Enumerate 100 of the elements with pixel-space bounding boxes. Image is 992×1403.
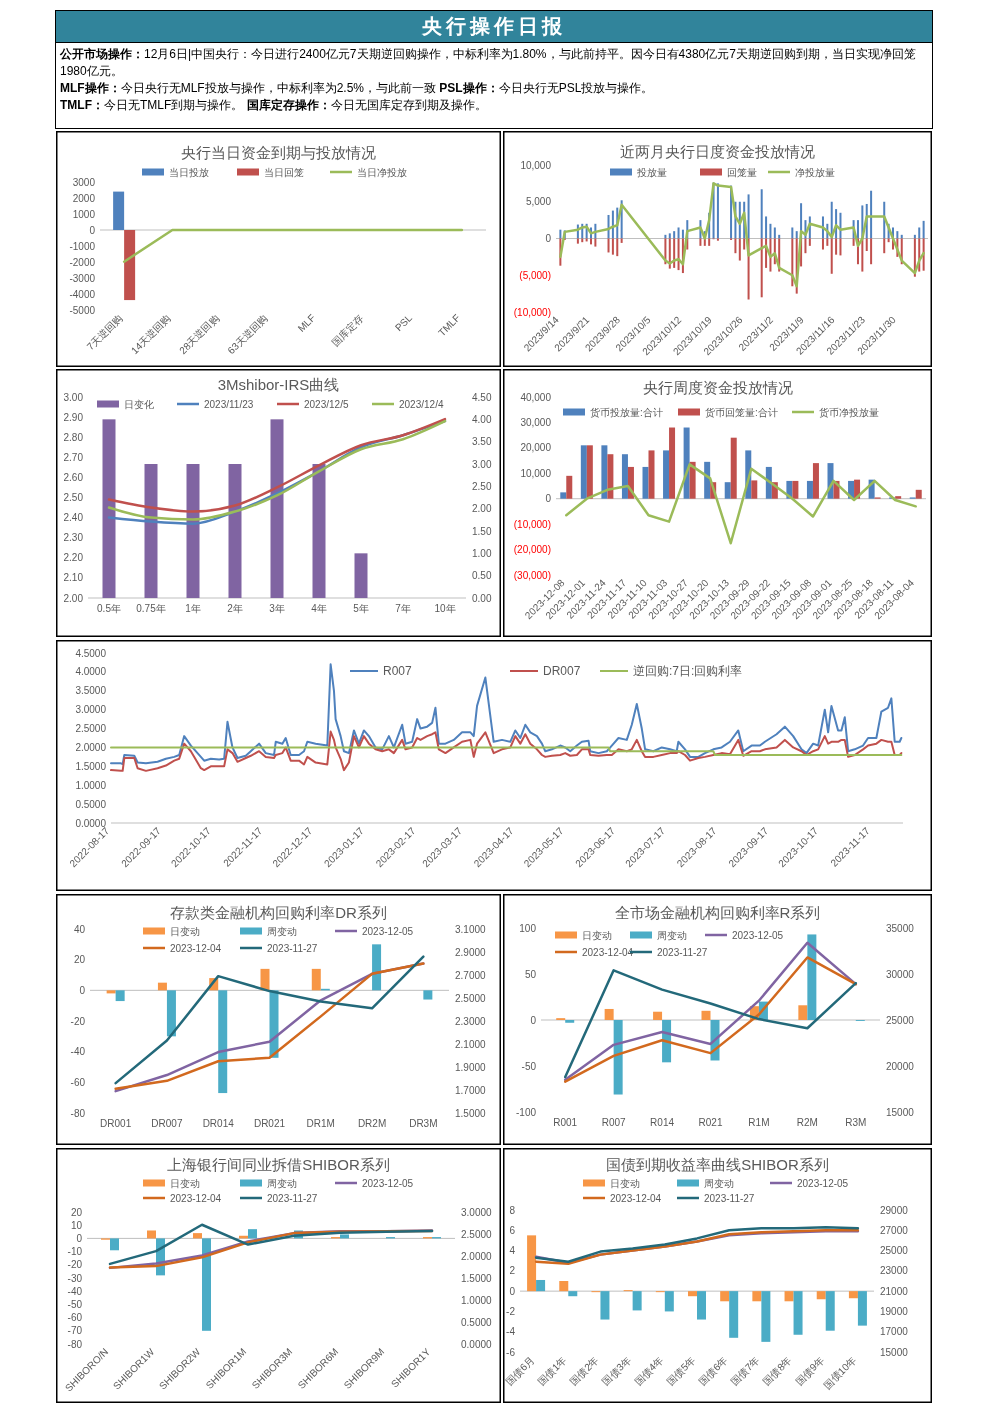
y-tick-label: 30,000 bbox=[520, 416, 552, 428]
y2-tick-label: 3.50 bbox=[472, 436, 492, 448]
y-tick-label: -30 bbox=[67, 1272, 83, 1284]
y-tick-label: 1.5000 bbox=[75, 760, 107, 772]
y-tick-label: 0 bbox=[76, 1232, 83, 1244]
y2-tick-label: 3.0000 bbox=[461, 1206, 493, 1218]
legend-label: 日变动 bbox=[170, 925, 200, 937]
y-tick-label: 8 bbox=[509, 1204, 516, 1216]
y-tick-label: (10,000) bbox=[513, 518, 551, 530]
y2-tick-label: 0.0000 bbox=[461, 1338, 493, 1350]
y-tick-label: 50 bbox=[524, 968, 537, 980]
y-tick-label: (10,000) bbox=[513, 306, 551, 318]
chart-title: 上海银行间同业拆借SHIBOR系列 bbox=[167, 1156, 390, 1174]
y-tick-label: 20 bbox=[73, 954, 86, 966]
legend-label: 2023/12/4 bbox=[399, 398, 444, 410]
legend-label: 2023-11-27 bbox=[267, 1192, 318, 1204]
legend-label: 2023-11-27 bbox=[657, 946, 708, 958]
legend-label: 净投放量 bbox=[795, 166, 835, 178]
y-tick-label: 40 bbox=[73, 923, 86, 935]
x-tick-label: 国债2年 bbox=[567, 1354, 601, 1388]
y-tick-label: -1000 bbox=[69, 240, 96, 252]
x-tick-label: DR001 bbox=[100, 1118, 132, 1129]
legend-label: 2023-12-04 bbox=[610, 1192, 662, 1204]
y-tick-label: 100 bbox=[519, 922, 537, 934]
legend-label: 逆回购:7日:回购利率 bbox=[633, 664, 743, 679]
y-tick-label: -20 bbox=[67, 1259, 83, 1271]
y2-tick-label: 1.50 bbox=[472, 525, 492, 537]
chart-title: 全市场金融机构回购利率R系列 bbox=[614, 904, 821, 922]
y2-tick-label: 2.5000 bbox=[461, 1228, 493, 1240]
y-tick-label: 0 bbox=[509, 1285, 516, 1297]
y-tick-label: -2000 bbox=[69, 256, 96, 268]
legend-label: 2023-12-04 bbox=[170, 1192, 222, 1204]
y-tick-label: -60 bbox=[67, 1312, 83, 1324]
y2-tick-label: 1.00 bbox=[472, 547, 492, 559]
x-tick-label: 国债5年 bbox=[664, 1354, 698, 1388]
y2-tick-label: 2.0000 bbox=[461, 1250, 493, 1262]
text: 公开市场操作：12月6日|中国央行：今日进行2400亿元7天期逆回购操作，中标利率为1.80%，与此前持平。因今日有4380亿元7天期逆回购到期，当日实现净回笼1980亿元。 bbox=[60, 47, 916, 78]
y2-tick-label: 19000 bbox=[880, 1305, 909, 1317]
legend-label: 周变动 bbox=[267, 925, 297, 937]
y-tick-label: 3000 bbox=[72, 176, 96, 188]
x-tick-label: R2M bbox=[796, 1117, 818, 1128]
legend-label: 日变动 bbox=[610, 1177, 640, 1189]
y-tick-label: 2.00 bbox=[63, 592, 84, 604]
x-tick-label: R1M bbox=[748, 1117, 770, 1128]
y-tick-label: 10 bbox=[70, 1219, 83, 1231]
chart-title: 存款类金融机构回购利率DR系列 bbox=[170, 904, 387, 922]
y-tick-label: 40,000 bbox=[520, 391, 552, 403]
x-tick-label: R007 bbox=[601, 1117, 627, 1128]
x-tick-label: DR2M bbox=[357, 1118, 387, 1129]
y-tick-label: 0 bbox=[545, 233, 552, 244]
x-tick-label: 10年 bbox=[434, 603, 456, 614]
x-tick-label: R014 bbox=[650, 1117, 675, 1128]
y-tick-label: 2.5000 bbox=[75, 723, 107, 735]
y-tick-label: (5,000) bbox=[519, 269, 551, 281]
legend-label: 2023-12-04 bbox=[582, 946, 634, 958]
x-tick-label: 0.75年 bbox=[136, 603, 166, 614]
legend-label: 2023-11-27 bbox=[267, 942, 318, 954]
x-tick-label: DR021 bbox=[253, 1118, 286, 1129]
legend-label: 2023-12-04 bbox=[170, 942, 222, 954]
legend-label: 周变动 bbox=[657, 929, 687, 941]
y2-tick-label: 0.50 bbox=[472, 570, 492, 582]
legend-label: 2023-12-05 bbox=[362, 925, 414, 937]
x-tick-label: 63天逆回购 bbox=[225, 312, 270, 357]
chart-title: 央行当日资金到期与投放情况 bbox=[181, 144, 376, 162]
y-tick-label: 2.10 bbox=[63, 572, 84, 584]
x-tick-label: 14天逆回购 bbox=[128, 312, 173, 357]
y2-tick-label: 0.00 bbox=[472, 592, 492, 604]
y-tick-label: 1.0000 bbox=[75, 779, 107, 791]
legend-label: 2023-12-05 bbox=[732, 929, 784, 941]
y2-tick-label: 21000 bbox=[880, 1285, 909, 1297]
legend-label: 周变动 bbox=[267, 1177, 297, 1189]
x-tick-label: 4年 bbox=[311, 603, 327, 614]
y2-tick-label: 2.9000 bbox=[455, 946, 487, 958]
y-tick-label: (20,000) bbox=[513, 544, 551, 556]
y-tick-label: 6 bbox=[509, 1224, 516, 1236]
y-tick-label: 10,000 bbox=[520, 159, 552, 171]
legend-label: 2023-11-27 bbox=[704, 1192, 755, 1204]
y2-tick-label: 15000 bbox=[886, 1106, 915, 1118]
y2-tick-label: 1.9000 bbox=[455, 1061, 487, 1073]
y2-tick-label: 2.7000 bbox=[455, 969, 487, 981]
y-tick-label: 1000 bbox=[72, 208, 96, 220]
y-tick-label: 3.0000 bbox=[75, 704, 107, 716]
legend-label: 日变动 bbox=[170, 1177, 200, 1189]
legend-label: 日变动 bbox=[582, 929, 612, 941]
y-tick-label: 3.00 bbox=[63, 391, 84, 403]
y2-tick-label: 0.5000 bbox=[461, 1316, 493, 1328]
y-tick-label: -6 bbox=[506, 1346, 516, 1358]
y2-tick-label: 1.0000 bbox=[461, 1294, 493, 1306]
y-tick-label: -4 bbox=[506, 1326, 516, 1338]
y2-tick-label: 4.50 bbox=[472, 391, 492, 403]
y-tick-label: 2.20 bbox=[63, 552, 84, 564]
x-tick-label: R021 bbox=[698, 1117, 723, 1128]
y-tick-label: 2 bbox=[509, 1265, 516, 1277]
y2-tick-label: 3.00 bbox=[472, 458, 492, 470]
x-tick-label: 国债3年 bbox=[600, 1354, 634, 1388]
y-tick-label: 0 bbox=[545, 493, 552, 505]
x-tick-label: 3年 bbox=[269, 603, 285, 614]
y-tick-label: 2.90 bbox=[63, 411, 84, 423]
y-tick-label: -3000 bbox=[69, 272, 96, 284]
y2-tick-label: 1.7000 bbox=[455, 1084, 487, 1096]
